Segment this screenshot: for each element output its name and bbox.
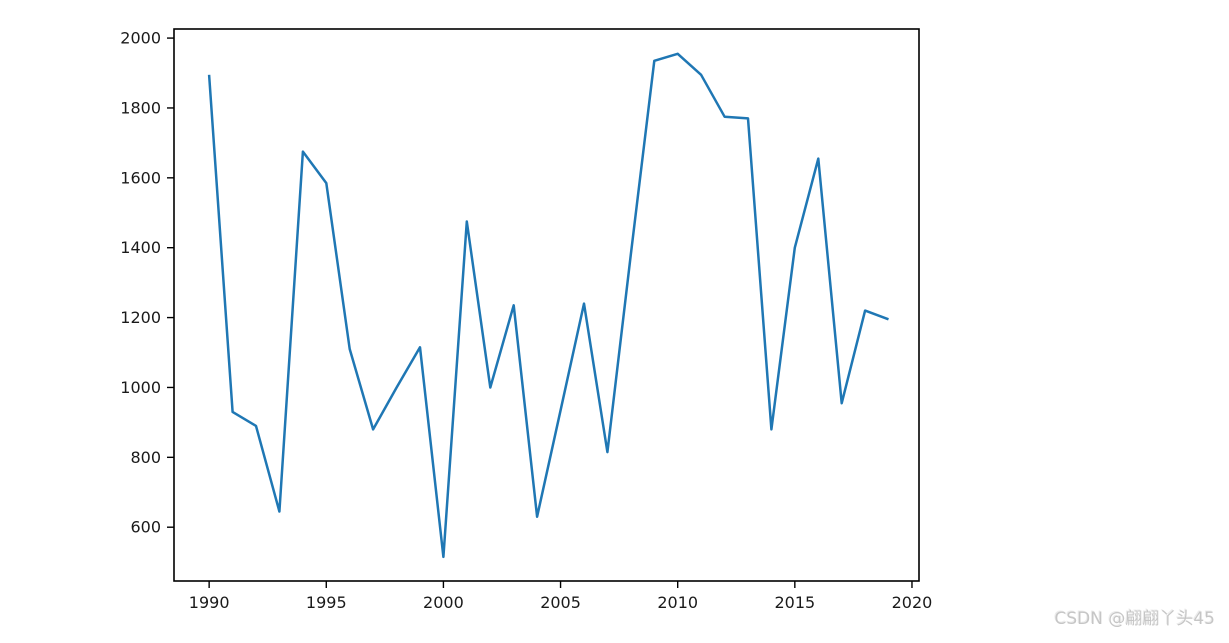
y-tick-label: 1600 <box>120 168 161 187</box>
x-tick-label: 2005 <box>540 593 581 612</box>
x-tick-label: 2015 <box>774 593 815 612</box>
y-tick-label: 1200 <box>120 308 161 327</box>
y-tick-label: 600 <box>130 518 161 537</box>
x-tick-label: 1990 <box>189 593 230 612</box>
y-tick-label: 1800 <box>120 98 161 117</box>
x-tick-label: 2020 <box>892 593 933 612</box>
axes-box <box>173 28 920 582</box>
x-tick-label: 2000 <box>423 593 464 612</box>
x-tick-label: 1995 <box>306 593 347 612</box>
y-tick-label: 1000 <box>120 378 161 397</box>
y-tick-label: 2000 <box>120 29 161 48</box>
y-tick-label: 1400 <box>120 238 161 257</box>
csdn-watermark: CSDN @翩翩丫头45 <box>1054 609 1215 629</box>
data-line-series-1 <box>207 52 889 559</box>
x-tick-label: 2010 <box>657 593 698 612</box>
y-tick-label: 800 <box>130 448 161 467</box>
